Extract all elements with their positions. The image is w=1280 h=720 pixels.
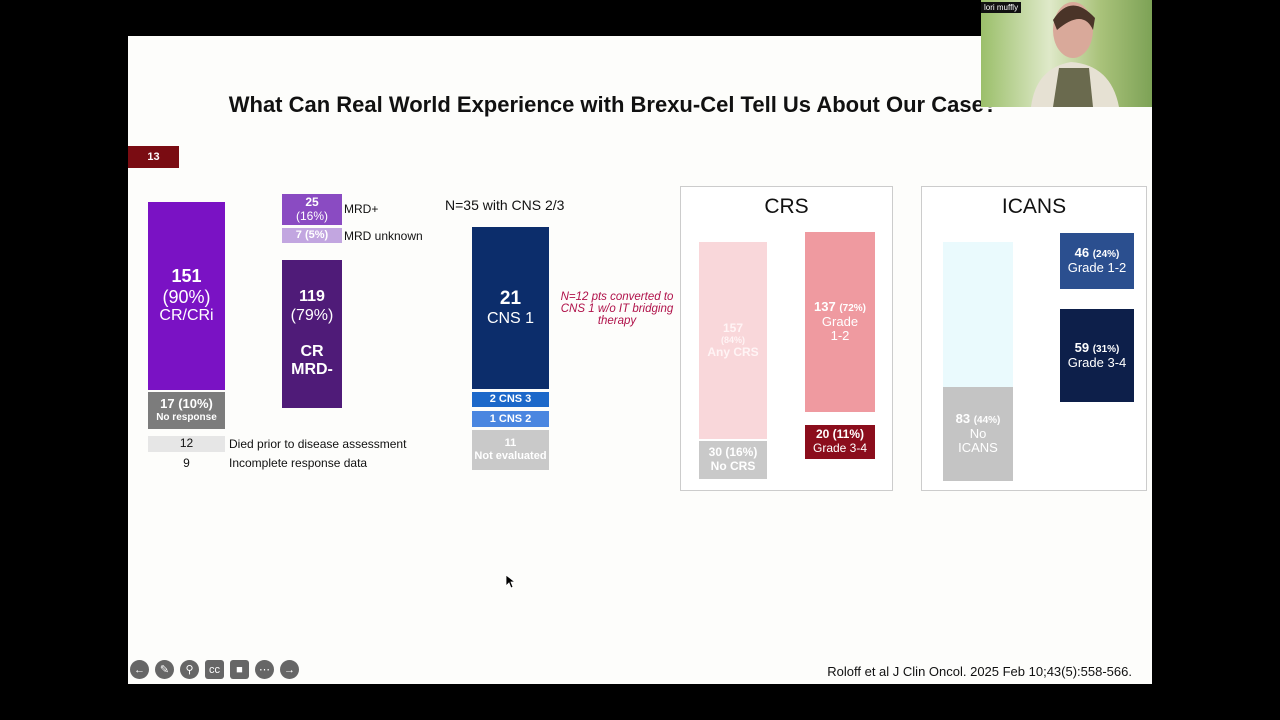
died-label: Died prior to disease assessment (229, 437, 407, 451)
icans-none-label1: No (969, 425, 987, 441)
icans-none-count: 83 (955, 410, 971, 426)
webcam-video: lori muffly (981, 0, 1152, 107)
pen-icon[interactable]: ✎ (155, 660, 174, 679)
not-evaluated-bar: 11 Not evaluated (472, 430, 549, 470)
crs-title: CRS (764, 195, 809, 218)
crs-any-pct: (84%) (720, 335, 745, 346)
cns-heading: N=35 with CNS 2/3 (445, 197, 565, 213)
incomplete-count: 9 (183, 456, 190, 470)
crs-g34-label: Grade 3-4 (812, 441, 868, 455)
icans-g12-bar: 46 (24%) Grade 1-2 (1060, 233, 1134, 289)
crs-any-count: 157 (722, 320, 744, 335)
zoom-icon[interactable]: ⚲ (180, 660, 199, 679)
cns2-bar: 1 CNS 2 (472, 411, 549, 427)
mrd-unknown-label: MRD unknown (344, 229, 423, 243)
mrd-neg-label2: MRD- (291, 361, 333, 379)
previous-icon[interactable]: ← (130, 660, 149, 679)
icans-title: ICANS (1001, 195, 1067, 218)
icans-g12-pct: (24%) (1092, 249, 1120, 261)
not-eval-count: 11 (504, 437, 517, 450)
icans-g34-bar: 59 (31%) Grade 3-4 (1060, 309, 1134, 402)
icans-g34-pct: (31%) (1092, 343, 1120, 355)
crs-panel: CRS 157 (84%) Any CRS 30 (16%) No CRS 13… (680, 186, 893, 491)
crs-g12-count: 137 (813, 298, 836, 314)
cns3-bar: 2 CNS 3 (472, 392, 549, 407)
mrd-neg-bar: 119 (79%) CR MRD- (282, 260, 342, 408)
mrd-pos-count: 25 (305, 194, 319, 209)
crs-g34-count: 20 (11%) (815, 427, 865, 442)
crs-none-count: 30 (16%) (708, 445, 758, 460)
died-count: 12 (148, 436, 225, 452)
slide: What Can Real World Experience with Brex… (128, 36, 1152, 684)
mrd-neg-label1: CR (300, 343, 324, 360)
icans-none-label2: ICANS (958, 440, 998, 456)
incomplete-label: Incomplete response data (229, 456, 368, 470)
mrd-neg-pct: (79%) (290, 306, 334, 324)
next-icon[interactable]: → (280, 660, 299, 679)
crs-any-bar: 157 (84%) Any CRS (699, 242, 767, 439)
mrd-pos-bar: 25 (16%) (282, 194, 342, 225)
cr-bar: 151 (90%) CR/CRi (148, 202, 225, 390)
slide-number-badge: 13 (128, 146, 179, 168)
icans-g12-label: Grade 1-2 (1067, 260, 1127, 275)
icans-g12-count: 46 (1074, 245, 1090, 261)
more-icon[interactable]: ⋯ (255, 660, 274, 679)
crs-none-bar: 30 (16%) No CRS (699, 441, 767, 479)
mrd-neg-count: 119 (299, 288, 325, 306)
cns1-count: 21 (499, 287, 522, 309)
cns1-bar: 21 CNS 1 (472, 227, 549, 389)
cr-count: 151 (171, 266, 202, 287)
icans-g34-label: Grade 3-4 (1067, 354, 1127, 370)
crs-g34-bar: 20 (11%) Grade 3-4 (805, 425, 875, 459)
presentation-toolbar: ← ✎ ⚲ cc ■ ⋯ → (130, 660, 299, 679)
not-eval-label: Not evaluated (474, 450, 547, 462)
slide-title: What Can Real World Experience with Brex… (228, 92, 998, 117)
citation: Roloff et al J Clin Oncol. 2025 Feb 10;4… (827, 664, 1132, 679)
no-response-label: No response (156, 412, 217, 424)
icans-panel: ICANS 83 (44%) No ICANS 46 (24%) Grade 1… (921, 186, 1147, 491)
no-response-bar: 17 (10%) No response (148, 392, 225, 429)
icans-any-bar (943, 242, 1013, 387)
mrd-pos-label: MRD+ (344, 202, 379, 216)
crs-g12-label1: Grade (821, 313, 859, 329)
participant-name: lori muffly (981, 2, 1022, 13)
video-icon[interactable]: ■ (230, 660, 249, 679)
crs-any-label: Any CRS (707, 344, 759, 359)
cr-pct: (90%) (162, 286, 211, 307)
crs-g12-pct: (72%) (839, 302, 866, 314)
mrd-pos-pct: (16%) (295, 208, 328, 223)
cns-note: N=12 pts converted to CNS 1 w/o IT bridg… (560, 291, 674, 327)
crs-none-label: No CRS (710, 459, 756, 473)
icans-none-pct: (44%) (973, 414, 1001, 426)
crs-g12-bar: 137 (72%) Grade 1-2 (805, 232, 875, 412)
crs-g12-label2: 1-2 (830, 328, 850, 344)
speaker-image (1031, 2, 1119, 107)
captions-icon[interactable]: cc (205, 660, 224, 679)
icans-g34-count: 59 (1074, 339, 1090, 355)
icans-none-bar: 83 (44%) No ICANS (943, 387, 1013, 481)
mouse-cursor-icon (506, 575, 516, 589)
no-response-count: 17 (10%) (160, 396, 213, 412)
cns1-label: CNS 1 (486, 309, 535, 327)
mrd-unknown-bar: 7 (5%) (282, 228, 342, 243)
cr-label: CR/CRi (159, 307, 214, 325)
